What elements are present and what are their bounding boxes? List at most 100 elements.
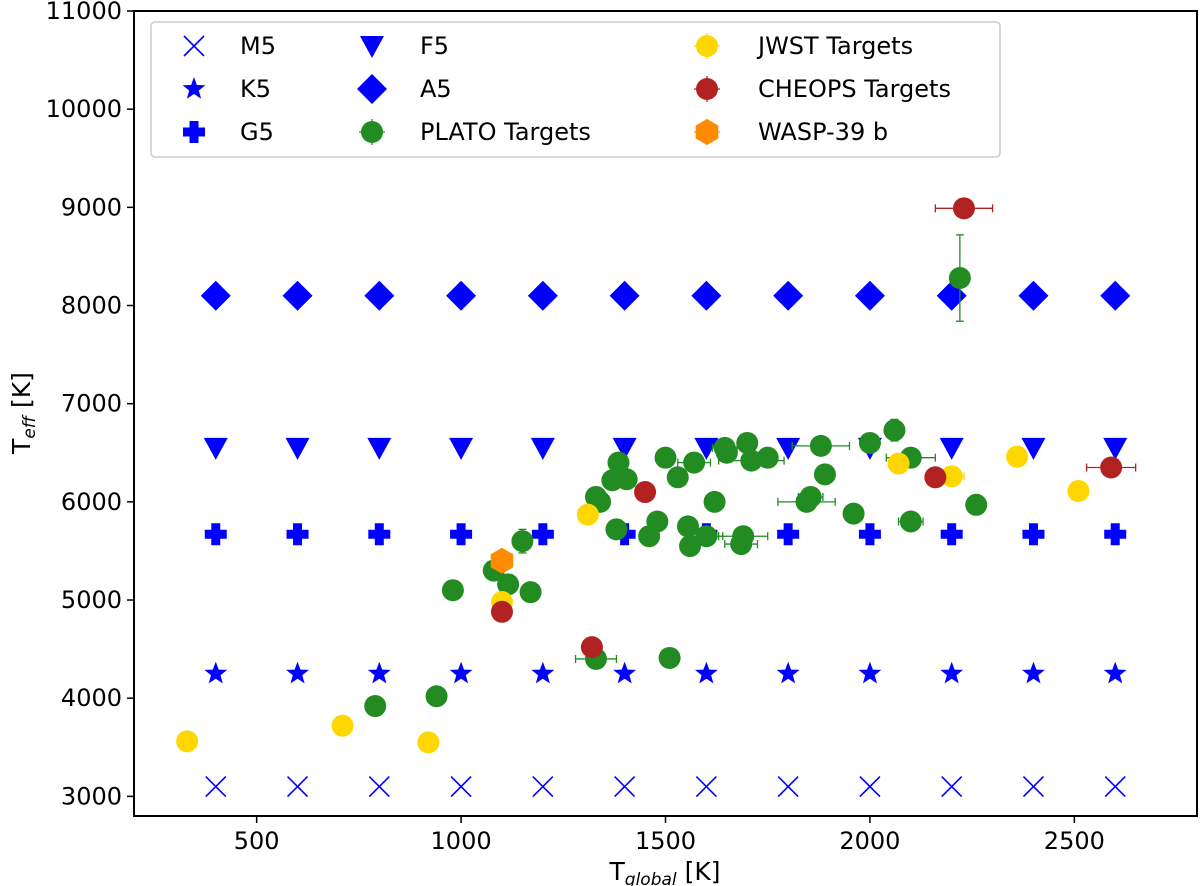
m5-point-6-stroke-b bbox=[614, 775, 636, 798]
series-wasp-39-b bbox=[490, 547, 514, 574]
legend: M5 K5 G5 F5 A5 PLATO Targets JWST Target… bbox=[150, 21, 1001, 158]
m5-point-11-stroke-b bbox=[1022, 775, 1045, 798]
m5-point-8 bbox=[777, 775, 799, 798]
m5-point-12-stroke-b bbox=[1104, 775, 1126, 798]
k5-point-2 bbox=[286, 661, 309, 684]
legend-marker-m5 bbox=[183, 35, 205, 57]
legend-label-wasp39b: WASP-39 b bbox=[758, 118, 888, 146]
legend-label-plato: PLATO Targets bbox=[420, 118, 591, 146]
legend-marker-jwst bbox=[696, 35, 718, 57]
plato-targets-point-17 bbox=[654, 446, 677, 469]
y-tick-label-8000: 8000 bbox=[61, 292, 122, 320]
plato-targets-point-20 bbox=[676, 515, 699, 538]
f5-point-8 bbox=[776, 437, 801, 460]
plato-targets-point-33 bbox=[799, 485, 822, 508]
jwst-targets-point-3 bbox=[417, 731, 440, 754]
plato-targets-point-26 bbox=[715, 441, 738, 464]
f5-point-6 bbox=[612, 437, 637, 460]
plato-targets-point-3 bbox=[441, 579, 464, 602]
x-tick-label-1000: 1000 bbox=[431, 827, 492, 855]
plato-targets-point-13 bbox=[607, 451, 630, 474]
a5-point-5 bbox=[527, 280, 558, 311]
m5-point-3-stroke-b bbox=[368, 775, 390, 798]
cheops-targets-point-3 bbox=[634, 481, 657, 504]
legend-label-jwst: JWST Targets bbox=[756, 32, 913, 60]
legend-box bbox=[150, 21, 1001, 158]
y-tick-label-6000: 6000 bbox=[61, 488, 122, 516]
y-axis-label: Teff [K] bbox=[7, 372, 40, 455]
y-tick-label-4000: 4000 bbox=[61, 684, 122, 712]
g5-point-4 bbox=[450, 523, 473, 546]
g5-point-5 bbox=[531, 523, 554, 546]
m5-point-12 bbox=[1104, 775, 1126, 798]
f5-point-10 bbox=[939, 437, 964, 460]
plato-targets-point-42 bbox=[965, 493, 988, 516]
x-tick-label-2500: 2500 bbox=[1044, 827, 1105, 855]
x-tick-label-1500: 1500 bbox=[635, 827, 696, 855]
x-axis-label-sub: global bbox=[625, 870, 677, 886]
m5-point-1-stroke-b bbox=[205, 775, 227, 798]
a5-point-3 bbox=[364, 280, 395, 311]
legend-label-m5: M5 bbox=[240, 32, 276, 60]
jwst-targets-point-8 bbox=[1006, 445, 1029, 468]
plato-targets-point-28 bbox=[732, 525, 755, 548]
legend-label-a5: A5 bbox=[420, 75, 452, 103]
y-axis-label-unit: [K] bbox=[7, 372, 36, 416]
series-a5 bbox=[200, 280, 1131, 311]
plato-targets-point-31 bbox=[756, 446, 779, 469]
legend-marker-wasp39b bbox=[695, 119, 719, 145]
g5-point-1 bbox=[204, 523, 227, 546]
g5-point-2 bbox=[286, 523, 309, 546]
y-tick-label-5000: 5000 bbox=[61, 586, 122, 614]
y-tick-label-3000: 3000 bbox=[61, 782, 122, 810]
m5-point-11 bbox=[1022, 775, 1045, 798]
m5-point-10-stroke-b bbox=[941, 775, 963, 798]
series-k5 bbox=[204, 661, 1127, 684]
y-axis-label-sub: eff bbox=[20, 414, 40, 438]
plato-targets-point-18 bbox=[658, 646, 681, 669]
k5-point-11 bbox=[1022, 661, 1045, 684]
plato-targets-point-7 bbox=[519, 581, 542, 604]
data-layer bbox=[176, 197, 1137, 798]
series-jwst-targets bbox=[176, 445, 1090, 754]
a5-point-12 bbox=[1100, 280, 1131, 311]
legend-label-f5: F5 bbox=[420, 32, 449, 60]
g5-point-9 bbox=[858, 523, 881, 546]
y-axis-label-main: T bbox=[7, 438, 36, 455]
y-tick-label-7000: 7000 bbox=[61, 390, 122, 418]
f5-point-2 bbox=[285, 437, 310, 460]
m5-point-5-stroke-b bbox=[532, 775, 554, 798]
m5-point-3 bbox=[368, 775, 390, 798]
legend-label-g5: G5 bbox=[240, 118, 274, 146]
legend-marker-a5 bbox=[357, 74, 387, 104]
plato-targets-point-19 bbox=[666, 466, 689, 489]
k5-point-3 bbox=[367, 661, 391, 684]
jwst-targets-point-7 bbox=[940, 465, 963, 488]
g5-point-11 bbox=[1022, 523, 1045, 546]
a5-point-6 bbox=[609, 280, 640, 311]
m5-point-6 bbox=[614, 775, 636, 798]
m5-point-9-stroke-b bbox=[859, 775, 881, 798]
plato-targets-point-6 bbox=[511, 530, 534, 553]
plato-targets-point-14 bbox=[615, 468, 638, 491]
plato-targets-point-16 bbox=[646, 510, 669, 533]
plato-targets-point-34 bbox=[809, 434, 832, 457]
m5-point-2-stroke-b bbox=[286, 775, 309, 798]
m5-point-1 bbox=[205, 775, 227, 798]
axis-ticks: 500 1000 1500 2000 2500 3000 4000 5000 6000 7000 8… bbox=[46, 0, 1105, 855]
plato-targets-point-22 bbox=[683, 451, 706, 474]
y-tick-label-10000: 10000 bbox=[46, 95, 122, 123]
legend-marker-m5-stroke-b bbox=[183, 35, 205, 57]
series-cheops-targets bbox=[490, 197, 1137, 659]
plato-targets-point-24 bbox=[703, 490, 726, 513]
legend-marker-cheops bbox=[696, 78, 718, 100]
cheops-targets-point-4 bbox=[924, 466, 947, 489]
x-axis-label-main: T bbox=[609, 857, 626, 886]
x-axis-label: Tglobal [K] bbox=[609, 857, 721, 886]
m5-point-7-stroke-b bbox=[695, 775, 717, 798]
a5-point-11 bbox=[1018, 280, 1049, 311]
cheops-targets-point-1 bbox=[490, 600, 513, 623]
legend-marker-f5 bbox=[360, 36, 384, 58]
m5-point-2 bbox=[286, 775, 309, 798]
plato-targets-point-36 bbox=[842, 502, 865, 525]
